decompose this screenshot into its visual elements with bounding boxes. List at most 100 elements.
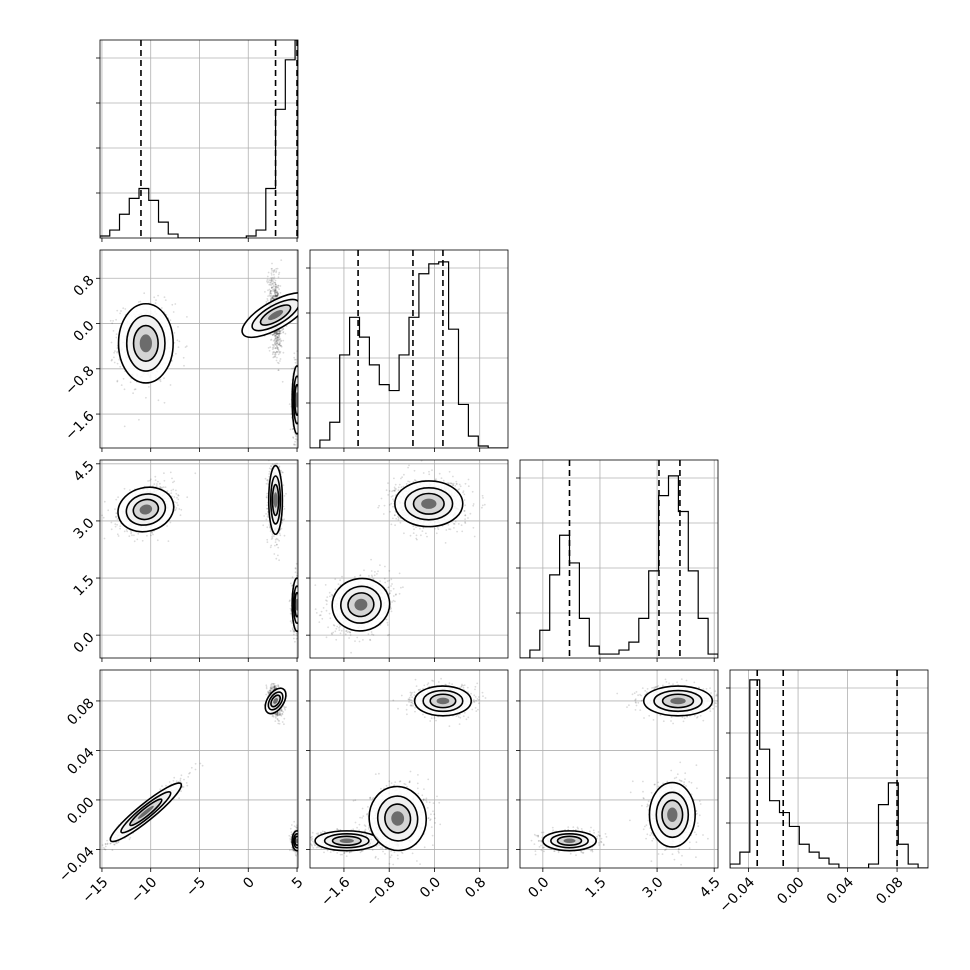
sample-point <box>298 610 300 612</box>
sample-point <box>275 343 278 346</box>
axes-frame <box>309 249 509 449</box>
sample-point <box>301 383 303 385</box>
sample-point <box>272 269 275 272</box>
sample-point <box>298 609 300 611</box>
sample-point <box>272 339 275 342</box>
sample-point <box>170 360 173 362</box>
sample-point <box>301 407 303 409</box>
sample-point <box>301 586 303 588</box>
scatter-panel-1-0: −1.6−0.80.00.8 <box>62 249 305 452</box>
sample-point <box>278 288 280 291</box>
sample-point <box>300 596 302 598</box>
sample-point <box>299 373 301 375</box>
sample-point <box>388 579 391 582</box>
sample-point <box>270 339 272 341</box>
sample-point <box>268 473 271 475</box>
sample-point <box>275 286 277 289</box>
sample-point <box>300 599 302 601</box>
sample-point <box>299 399 301 401</box>
sample-point <box>116 379 119 382</box>
sample-point <box>299 414 301 416</box>
sample-point <box>171 303 174 306</box>
sample-point <box>292 629 294 631</box>
sample-point <box>163 296 166 299</box>
sample-point <box>159 486 161 489</box>
sample-point <box>299 393 301 395</box>
sample-point <box>271 286 274 288</box>
sample-point <box>299 371 301 373</box>
sample-point <box>299 614 301 616</box>
sample-point <box>277 293 280 296</box>
sample-point <box>145 396 147 399</box>
sample-point <box>273 333 275 336</box>
sample-point <box>271 287 273 289</box>
sample-point <box>299 610 301 612</box>
sample-point <box>273 290 276 292</box>
sample-point <box>103 537 106 540</box>
sample-point <box>339 579 341 582</box>
sample-point <box>272 282 274 285</box>
sample-point <box>275 335 278 338</box>
sample-point <box>152 533 154 536</box>
sample-point <box>300 594 302 596</box>
sample-point <box>271 295 274 297</box>
sample-point <box>299 406 301 408</box>
sample-point <box>338 629 341 631</box>
sample-point <box>384 581 387 584</box>
sample-point <box>266 541 269 544</box>
sample-point <box>266 478 269 481</box>
sample-point <box>299 603 301 605</box>
sample-point <box>275 350 278 353</box>
sample-point <box>387 634 389 637</box>
sample-point <box>300 441 302 443</box>
sample-point <box>163 401 166 404</box>
sample-point <box>156 539 159 542</box>
sample-point <box>278 338 281 341</box>
contour-2 <box>259 304 292 326</box>
sample-point <box>279 534 282 537</box>
sample-point <box>271 537 274 539</box>
sample-point <box>277 369 280 371</box>
sample-point <box>143 292 146 295</box>
sample-point <box>157 294 160 297</box>
contour-1 <box>292 375 298 425</box>
sample-point <box>280 339 282 342</box>
sample-point <box>279 344 281 347</box>
sample-point <box>274 342 277 345</box>
sample-point <box>274 292 276 295</box>
contour-0 <box>291 365 298 435</box>
sample-point <box>301 596 303 598</box>
sample-point <box>301 418 303 420</box>
sample-point <box>275 340 277 343</box>
sample-point <box>275 333 277 336</box>
sample-point <box>298 598 300 600</box>
sample-point <box>302 412 304 414</box>
sample-point <box>270 284 273 286</box>
sample-point <box>277 350 280 352</box>
contour-1 <box>269 475 282 525</box>
sample-point <box>299 612 301 614</box>
sample-point <box>300 609 302 611</box>
sample-point <box>276 294 279 296</box>
sample-point <box>267 295 269 297</box>
sample-point <box>370 574 373 577</box>
sample-point <box>276 332 279 335</box>
sample-point <box>266 492 268 495</box>
sample-point <box>133 388 136 391</box>
sample-point <box>166 525 169 527</box>
sample-point <box>271 283 274 286</box>
sample-point <box>299 596 301 598</box>
sample-point <box>289 607 292 610</box>
sample-point <box>289 630 292 632</box>
sample-point <box>301 410 303 412</box>
sample-point <box>299 601 301 603</box>
sample-point <box>299 602 301 604</box>
sample-point <box>302 597 304 599</box>
sample-point <box>279 330 281 333</box>
sample-point <box>303 389 305 391</box>
sample-point <box>274 293 277 296</box>
sample-point <box>132 392 135 395</box>
sample-point <box>332 631 335 634</box>
sample-point <box>354 640 356 642</box>
sample-point <box>299 394 301 396</box>
